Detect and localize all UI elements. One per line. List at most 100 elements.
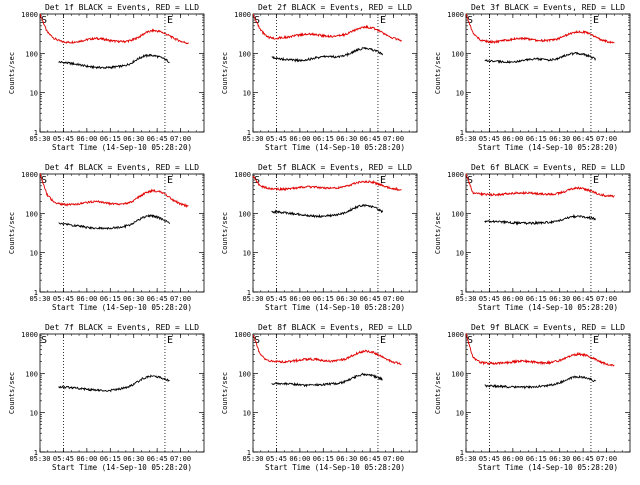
x-axis-label: Start Time (14-Sep-10 05:28:20) (265, 143, 405, 152)
x-tick-label: 06:15 (100, 295, 121, 303)
detector-panel: Det 3f BLACK = Events, RED = LLD 1 10 100 10… (434, 3, 631, 152)
x-tick-label: 07:00 (383, 135, 404, 143)
y-axis-label: Counts/sec (434, 52, 442, 94)
start-marker: S (41, 15, 47, 26)
x-tick-label: 05:45 (53, 135, 74, 143)
x-tick-label: 06:15 (526, 295, 547, 303)
x-tick-label: 07:00 (170, 295, 191, 303)
y-tick-label: 10 (243, 250, 251, 258)
events-series-line (271, 372, 383, 388)
x-tick-label: 06:45 (147, 135, 168, 143)
x-axis-label: Start Time (14-Sep-10 05:28:20) (52, 463, 192, 472)
y-tick-label: 1 (34, 129, 38, 137)
x-tick-label: 06:15 (526, 455, 547, 463)
y-tick-label: 1 (460, 129, 464, 137)
x-tick-label: 05:45 (53, 455, 74, 463)
lld-series-line (252, 13, 402, 43)
start-marker: S (41, 335, 47, 346)
panel-title: Det 6f BLACK = Events, RED = LLD (471, 163, 625, 172)
x-tick-label: 05:30 (242, 135, 263, 143)
y-tick-label: 10 (30, 250, 38, 258)
x-tick-label: 06:30 (123, 135, 144, 143)
x-tick-label: 05:30 (455, 455, 476, 463)
x-tick-label: 05:30 (455, 135, 476, 143)
x-tick-label: 06:30 (336, 455, 357, 463)
y-axis-label: Counts/sec (434, 212, 442, 254)
panel-title: Det 3f BLACK = Events, RED = LLD (471, 3, 625, 12)
panel-title: Det 1f BLACK = Events, RED = LLD (45, 3, 199, 12)
y-tick-label: 100 (451, 210, 464, 218)
y-axis-label: Counts/sec (8, 52, 16, 94)
x-tick-label: 05:45 (53, 295, 74, 303)
x-tick-label: 05:45 (479, 455, 500, 463)
lld-series-line (252, 334, 402, 366)
detector-panel: Det 5f BLACK = Events, RED = LLD 1 10 100 10… (221, 163, 418, 312)
y-tick-label: 100 (25, 370, 38, 378)
x-tick-label: 07:00 (596, 135, 617, 143)
detector-panel: Det 2f BLACK = Events, RED = LLD 1 10 100 10… (221, 3, 418, 152)
x-tick-label: 05:30 (455, 295, 476, 303)
y-axis-label: Counts/sec (221, 52, 229, 94)
y-tick-label: 100 (451, 370, 464, 378)
x-tick-label: 07:00 (383, 455, 404, 463)
y-tick-label: 1 (247, 449, 251, 457)
x-tick-label: 06:15 (313, 135, 334, 143)
y-axis-label: Counts/sec (8, 212, 16, 254)
plot-frame (39, 13, 205, 133)
panel-title: Det 7f BLACK = Events, RED = LLD (45, 323, 199, 332)
lld-series-line (465, 13, 615, 44)
y-tick-label: 1000 (234, 331, 251, 339)
lld-series-line (39, 172, 189, 209)
y-axis-label: Counts/sec (221, 212, 229, 254)
panel-title: Det 4f BLACK = Events, RED = LLD (45, 163, 199, 172)
x-tick-label: 05:45 (479, 295, 500, 303)
end-marker: E (593, 15, 599, 26)
x-tick-label: 06:30 (549, 455, 570, 463)
x-tick-label: 06:30 (549, 135, 570, 143)
end-marker: E (167, 15, 173, 26)
y-tick-label: 1 (34, 289, 38, 297)
y-tick-label: 10 (243, 410, 251, 418)
end-marker: E (593, 335, 599, 346)
y-tick-label: 1 (460, 449, 464, 457)
lld-series-line (465, 333, 615, 367)
x-tick-label: 06:00 (502, 135, 523, 143)
x-tick-label: 05:30 (29, 455, 50, 463)
start-marker: S (467, 175, 473, 186)
x-axis-label: Start Time (14-Sep-10 05:28:20) (478, 143, 618, 152)
x-axis-label: Start Time (14-Sep-10 05:28:20) (52, 303, 192, 312)
y-tick-label: 100 (238, 50, 251, 58)
x-tick-label: 06:30 (336, 295, 357, 303)
x-tick-label: 06:30 (123, 295, 144, 303)
x-axis-label: Start Time (14-Sep-10 05:28:20) (478, 463, 618, 472)
x-tick-label: 05:30 (242, 455, 263, 463)
panel-title: Det 2f BLACK = Events, RED = LLD (258, 3, 412, 12)
x-tick-label: 06:00 (502, 295, 523, 303)
events-series-line (58, 53, 170, 70)
y-tick-label: 1 (34, 449, 38, 457)
x-tick-label: 07:00 (170, 135, 191, 143)
y-tick-label: 1 (460, 289, 464, 297)
y-tick-label: 10 (456, 90, 464, 98)
x-tick-label: 06:30 (549, 295, 570, 303)
end-marker: E (167, 335, 173, 346)
plot-frame (252, 173, 418, 293)
x-axis-label: Start Time (14-Sep-10 05:28:20) (478, 303, 618, 312)
y-tick-label: 10 (456, 410, 464, 418)
x-tick-label: 06:15 (313, 455, 334, 463)
x-tick-label: 06:45 (573, 455, 594, 463)
start-marker: S (467, 15, 473, 26)
events-series-line (271, 46, 384, 63)
x-tick-label: 06:00 (289, 135, 310, 143)
y-tick-label: 1000 (21, 331, 38, 339)
plot-frame (252, 333, 418, 453)
panel-title: Det 9f BLACK = Events, RED = LLD (471, 323, 625, 332)
y-tick-label: 10 (30, 90, 38, 98)
x-tick-label: 05:30 (242, 295, 263, 303)
y-tick-label: 1000 (447, 331, 464, 339)
plot-frame (465, 173, 631, 293)
end-marker: E (380, 175, 386, 186)
events-series-line (484, 374, 596, 390)
plot-frame (465, 333, 631, 453)
